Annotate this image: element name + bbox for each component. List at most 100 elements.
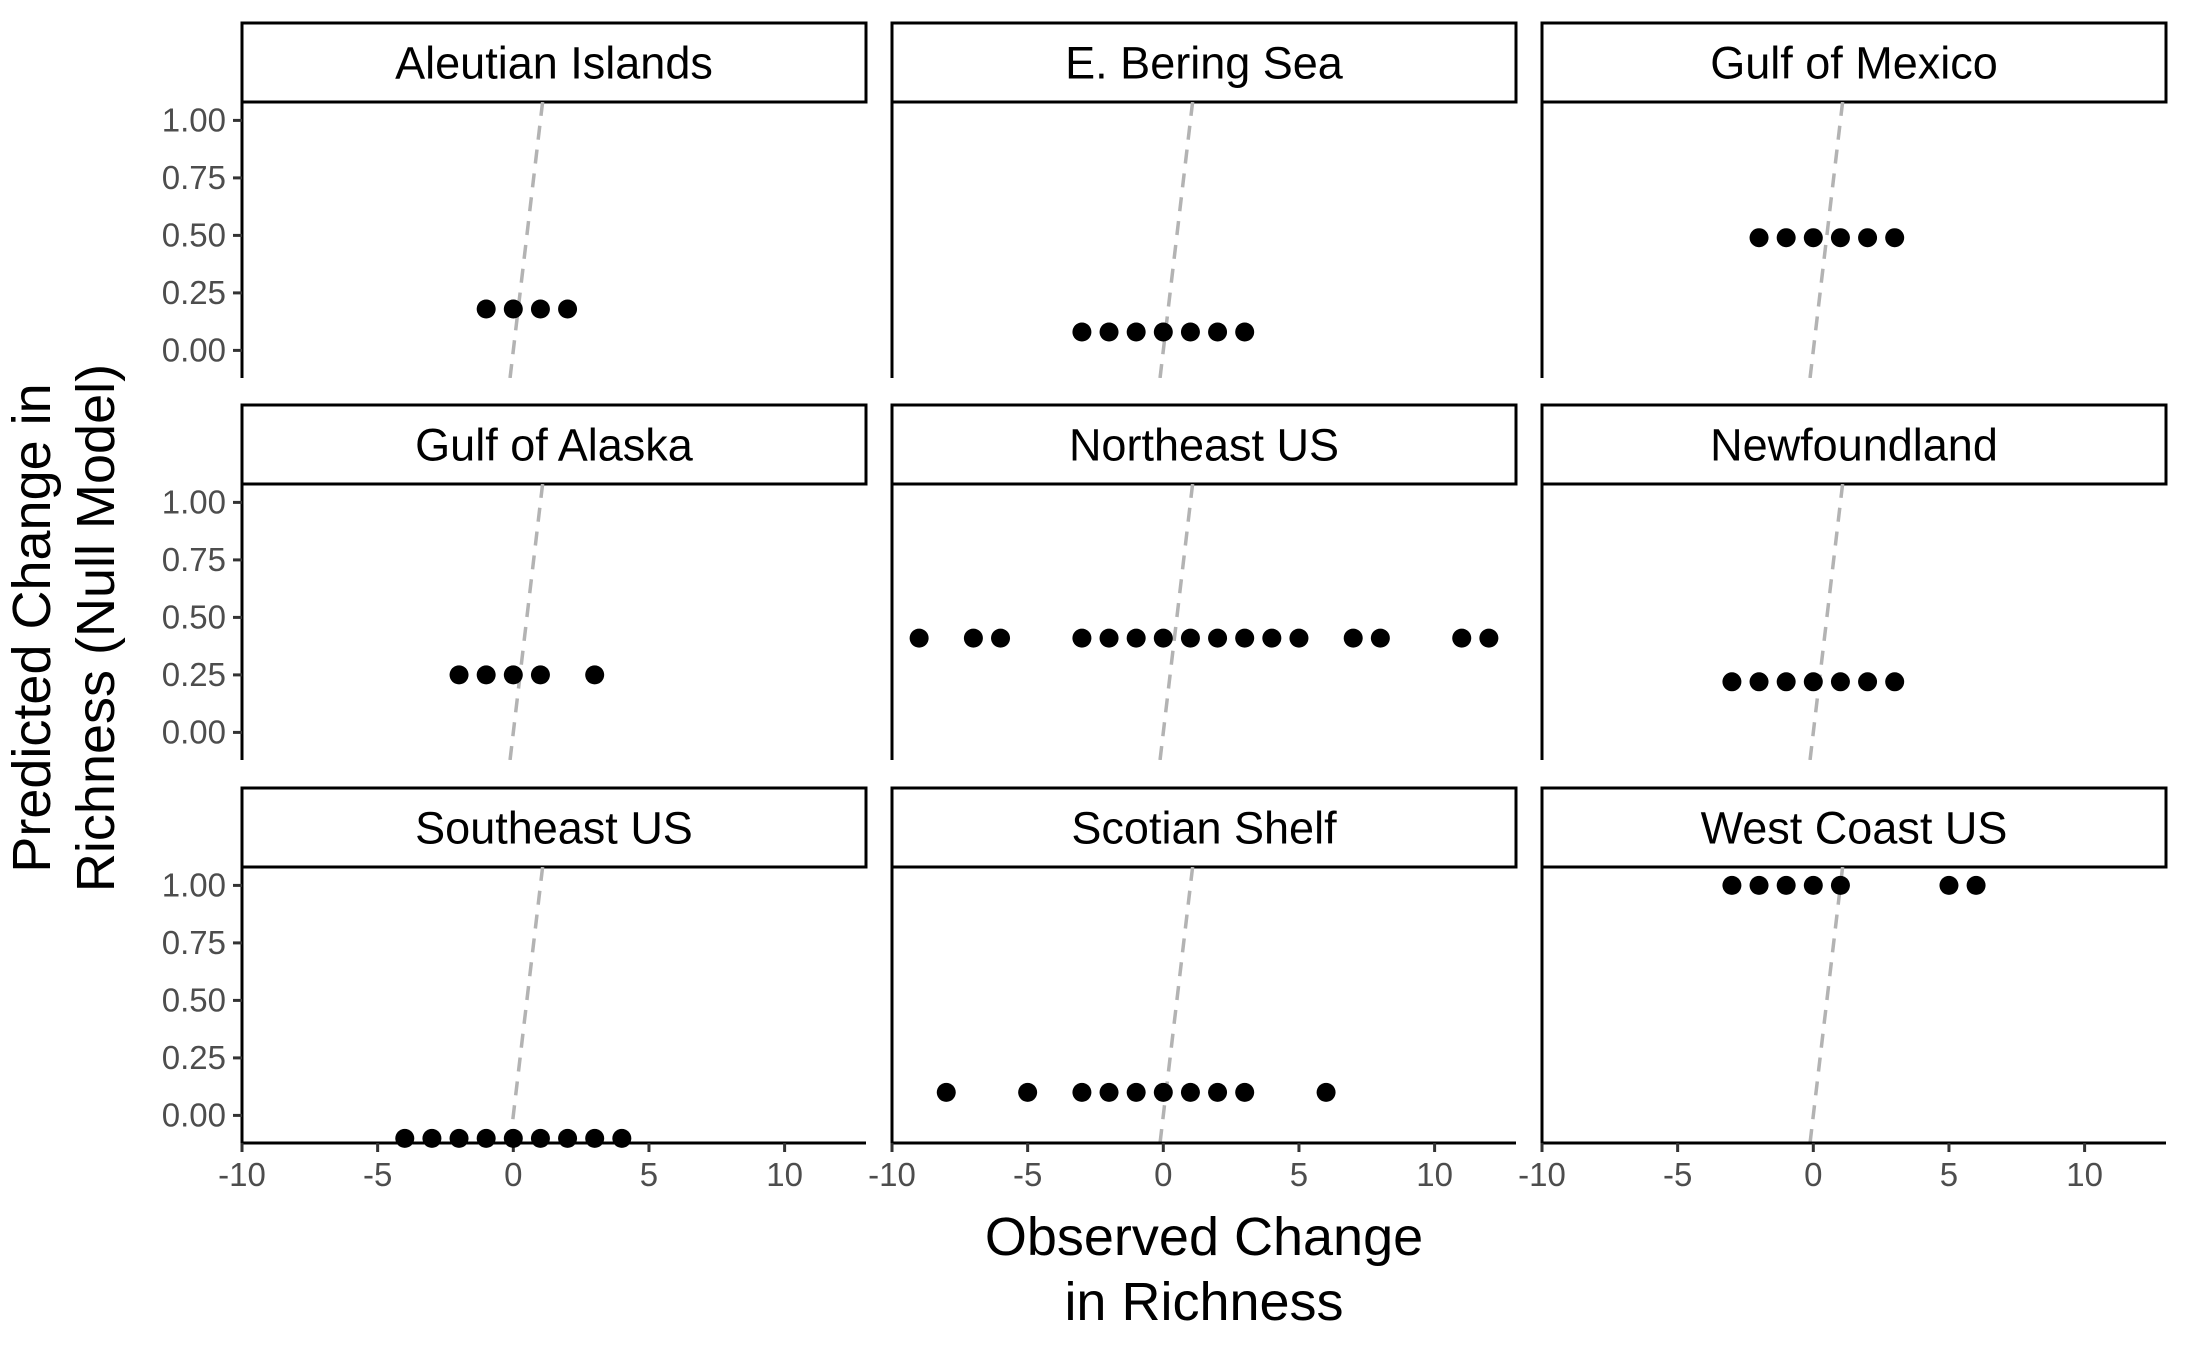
point-gulf-of-mexico-3 [1830, 228, 1850, 248]
point-scotian-shelf-1 [1018, 1082, 1038, 1102]
x-tick-label-scotian-shelf-1: -5 [1013, 1156, 1042, 1193]
panels-layer: Aleutian Islands 0.00 0.25 0.50 0.75 1.00 E. B… [162, 21, 2168, 1193]
x-axis-title: Observed Change in Richness [985, 1207, 1423, 1332]
point-gulf-of-mexico-0 [1749, 228, 1769, 248]
strip-label-newfoundland: Newfoundland [1710, 420, 1998, 471]
point-newfoundland-0 [1722, 672, 1742, 692]
point-gulf-of-alaska-2 [503, 665, 523, 685]
point-gulf-of-mexico-1 [1776, 228, 1796, 248]
y-tick-label-gulf-of-alaska-3: 0.75 [162, 541, 226, 578]
panel-gulf-of-mexico: Gulf of Mexico [1540, 21, 2168, 378]
point-west-coast-us-1 [1749, 875, 1769, 895]
x-tick-label-southeast-us-3: 5 [640, 1156, 658, 1193]
point-southeast-us-6 [558, 1128, 578, 1148]
point-e-bering-sea-6 [1235, 322, 1255, 342]
point-southeast-us-4 [503, 1128, 523, 1148]
y-tick-label-southeast-us-1: 0.25 [162, 1039, 226, 1076]
strip-label-northeast-us: Northeast US [1069, 420, 1339, 471]
x-tick-label-southeast-us-1: -5 [363, 1156, 392, 1193]
strip-label-southeast-us: Southeast US [415, 803, 693, 854]
y-tick-label-gulf-of-alaska-4: 1.00 [162, 483, 226, 520]
x-tick-label-scotian-shelf-3: 5 [1290, 1156, 1308, 1193]
strip-label-aleutian-islands: Aleutian Islands [395, 38, 713, 89]
point-aleutian-islands-1 [503, 299, 523, 319]
point-gulf-of-alaska-4 [585, 665, 605, 685]
x-tick-label-west-coast-us-3: 5 [1940, 1156, 1958, 1193]
point-northeast-us-1 [963, 628, 983, 648]
point-scotian-shelf-8 [1235, 1082, 1255, 1102]
point-northeast-us-12 [1343, 628, 1363, 648]
strip-scotian-shelf [890, 786, 1518, 869]
y-axis-title: Predicted Change in Richness (Null Model… [2, 364, 126, 892]
point-e-bering-sea-5 [1208, 322, 1228, 342]
point-northeast-us-9 [1235, 628, 1255, 648]
point-northeast-us-4 [1099, 628, 1119, 648]
panel-newfoundland: Newfoundland [1540, 403, 2168, 760]
point-northeast-us-10 [1262, 628, 1282, 648]
x-tick-label-west-coast-us-0: -10 [1518, 1156, 1566, 1193]
point-northeast-us-0 [909, 628, 929, 648]
point-northeast-us-7 [1180, 628, 1200, 648]
x-tick-label-west-coast-us-1: -5 [1663, 1156, 1692, 1193]
point-west-coast-us-5 [1939, 875, 1959, 895]
point-gulf-of-alaska-1 [476, 665, 496, 685]
point-e-bering-sea-2 [1126, 322, 1146, 342]
y-tick-label-aleutian-islands-1: 0.25 [162, 274, 226, 311]
y-tick-label-aleutian-islands-0: 0.00 [162, 331, 226, 368]
point-e-bering-sea-4 [1180, 322, 1200, 342]
strip-label-gulf-of-alaska: Gulf of Alaska [415, 420, 694, 471]
point-west-coast-us-3 [1803, 875, 1823, 895]
point-southeast-us-5 [530, 1128, 550, 1148]
y-tick-label-southeast-us-2: 0.50 [162, 981, 226, 1018]
y-tick-label-southeast-us-4: 1.00 [162, 866, 226, 903]
strip-gulf-of-mexico [1540, 21, 2168, 104]
point-newfoundland-5 [1858, 672, 1878, 692]
point-aleutian-islands-0 [476, 299, 496, 319]
y-tick-label-southeast-us-0: 0.00 [162, 1096, 226, 1133]
panel-e-bering-sea: E. Bering Sea [890, 21, 1518, 378]
x-tick-label-west-coast-us-2: 0 [1804, 1156, 1822, 1193]
x-tick-label-scotian-shelf-4: 10 [1416, 1156, 1453, 1193]
point-southeast-us-3 [476, 1128, 496, 1148]
strip-e-bering-sea [890, 21, 1518, 104]
reference-line-west-coast-us [1808, 867, 1845, 1143]
reference-line-newfoundland [1808, 484, 1845, 760]
y-tick-label-gulf-of-alaska-1: 0.25 [162, 656, 226, 693]
point-scotian-shelf-2 [1072, 1082, 1092, 1102]
x-tick-label-southeast-us-4: 10 [766, 1156, 803, 1193]
point-southeast-us-8 [612, 1128, 632, 1148]
panel-west-coast-us: West Coast US -10 -5 0 5 10 [1518, 786, 2168, 1193]
point-e-bering-sea-1 [1099, 322, 1119, 342]
point-scotian-shelf-0 [936, 1082, 956, 1102]
y-tick-label-gulf-of-alaska-2: 0.50 [162, 598, 226, 635]
reference-line-northeast-us [1158, 484, 1195, 760]
point-northeast-us-3 [1072, 628, 1092, 648]
point-gulf-of-alaska-3 [530, 665, 550, 685]
point-gulf-of-alaska-0 [449, 665, 469, 685]
reference-line-aleutian-islands [508, 102, 545, 378]
point-southeast-us-0 [395, 1128, 415, 1148]
point-northeast-us-15 [1479, 628, 1499, 648]
panel-aleutian-islands: Aleutian Islands 0.00 0.25 0.50 0.75 1.00 [162, 21, 868, 378]
x-tick-label-scotian-shelf-0: -10 [868, 1156, 916, 1193]
strip-aleutian-islands [240, 21, 868, 104]
x-axis-title-line-2: in Richness [1064, 1272, 1343, 1332]
point-newfoundland-3 [1803, 672, 1823, 692]
point-southeast-us-2 [449, 1128, 469, 1148]
point-newfoundland-4 [1830, 672, 1850, 692]
strip-newfoundland [1540, 403, 2168, 486]
point-gulf-of-mexico-2 [1803, 228, 1823, 248]
point-newfoundland-6 [1885, 672, 1905, 692]
point-northeast-us-14 [1452, 628, 1472, 648]
panel-gulf-of-alaska: Gulf of Alaska 0.00 0.25 0.50 0.75 1.00 [162, 403, 868, 760]
y-tick-label-aleutian-islands-2: 0.50 [162, 216, 226, 253]
point-scotian-shelf-9 [1316, 1082, 1336, 1102]
point-aleutian-islands-3 [558, 299, 578, 319]
point-west-coast-us-2 [1776, 875, 1796, 895]
point-scotian-shelf-3 [1099, 1082, 1119, 1102]
y-tick-label-southeast-us-3: 0.75 [162, 924, 226, 961]
point-west-coast-us-0 [1722, 875, 1742, 895]
point-west-coast-us-4 [1830, 875, 1850, 895]
strip-gulf-of-alaska [240, 403, 868, 486]
point-southeast-us-7 [585, 1128, 605, 1148]
